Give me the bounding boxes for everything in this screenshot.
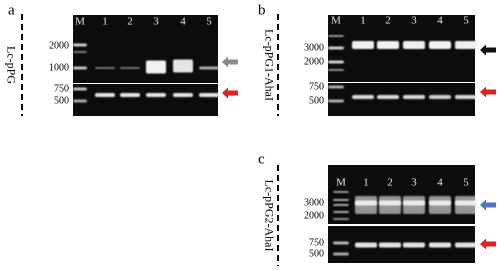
gel-band <box>120 93 140 97</box>
lane-label: M <box>336 177 346 189</box>
gel-band <box>455 95 477 99</box>
gel-band <box>355 242 377 248</box>
gel-bottom <box>328 226 475 263</box>
gel-top <box>73 15 218 83</box>
gel-band <box>429 242 451 248</box>
gel-band <box>73 87 87 91</box>
construct-label: Lc-pPG1-AhaI <box>262 29 276 101</box>
gel-band <box>429 95 451 99</box>
gel-band <box>379 242 401 248</box>
gel-band <box>333 199 349 201</box>
gel-band <box>455 200 477 206</box>
marker-size: 2000 <box>304 210 324 221</box>
gel-band <box>355 200 377 206</box>
lane-label: M <box>331 15 341 27</box>
lane-label: 4 <box>437 177 443 189</box>
gel-band <box>333 211 349 213</box>
marker-size: 750 <box>54 83 69 94</box>
lane-label: 2 <box>385 15 391 27</box>
lane-label: M <box>75 16 85 28</box>
lane-label: 5 <box>463 177 469 189</box>
panel-label: a <box>8 2 15 18</box>
gel-band <box>146 93 166 97</box>
gel-band <box>379 200 401 206</box>
construct-label: Lc-pPG <box>4 46 18 84</box>
lane-label: 3 <box>411 15 417 27</box>
lane-label: 1 <box>102 16 108 28</box>
lane-label: 4 <box>437 15 443 27</box>
arrow <box>480 86 496 98</box>
gel-band <box>429 41 451 49</box>
lane-label: 5 <box>206 16 212 28</box>
gel-bottom <box>328 83 475 116</box>
marker-size: 2000 <box>304 56 324 67</box>
gel-band <box>455 242 477 248</box>
gel-band <box>95 93 115 97</box>
gel-band <box>73 43 87 47</box>
gel-band <box>333 252 349 256</box>
gel-band <box>328 60 344 64</box>
gel-band <box>333 191 349 193</box>
lane-label: 1 <box>360 15 366 27</box>
panel-label: c <box>258 151 265 167</box>
gel-band <box>73 99 87 103</box>
marker-size: 500 <box>54 95 69 106</box>
gel-band <box>328 46 344 50</box>
gel-band <box>352 95 374 99</box>
gel-band <box>429 200 451 206</box>
gel-band <box>173 59 193 73</box>
marker-size: 750 <box>309 237 324 248</box>
gel-band <box>328 35 344 37</box>
arrow <box>480 44 496 56</box>
gel-band <box>146 60 166 74</box>
gel-band <box>352 41 374 49</box>
gel-band <box>403 242 425 248</box>
marker-size: 500 <box>309 248 324 259</box>
gel-band <box>403 200 425 206</box>
construct-label: Lc-pPG2-AhaI <box>262 180 276 252</box>
panel-label: b <box>258 2 266 18</box>
gel-band <box>333 218 349 220</box>
gel-band <box>199 66 219 70</box>
lane-label: 2 <box>387 177 393 189</box>
marker-size: 2000 <box>49 40 69 51</box>
lane-label: 4 <box>180 16 186 28</box>
gel-band <box>173 93 193 97</box>
arrow <box>480 238 496 250</box>
gel-band <box>403 41 425 49</box>
gel-band <box>377 95 399 99</box>
gel-band <box>73 66 87 70</box>
gel-bottom <box>73 84 218 116</box>
gel-top <box>328 165 475 224</box>
arrow <box>222 56 238 68</box>
arrow <box>222 87 238 99</box>
gel-band <box>455 41 477 49</box>
gel-band <box>199 93 219 97</box>
gel-band <box>403 95 425 99</box>
gel-band <box>95 67 115 69</box>
lane-label: 3 <box>411 177 417 189</box>
gel-band <box>328 69 344 71</box>
lane-label: 2 <box>127 16 133 28</box>
marker-size: 1000 <box>49 62 69 73</box>
gel-band <box>73 51 87 53</box>
marker-size: 500 <box>309 95 324 106</box>
arrow <box>480 199 496 211</box>
gel-band <box>333 204 349 206</box>
marker-size: 3000 <box>304 197 324 208</box>
gel-top <box>328 15 475 82</box>
marker-size: 750 <box>309 81 324 92</box>
gel-band <box>120 67 140 69</box>
marker-size: 3000 <box>304 42 324 53</box>
gel-band <box>328 99 344 103</box>
gel-band <box>328 85 344 89</box>
lane-label: 3 <box>153 16 159 28</box>
lane-label: 5 <box>463 15 469 27</box>
gel-band <box>333 241 349 245</box>
lane-label: 1 <box>363 177 369 189</box>
gel-band <box>377 41 399 49</box>
